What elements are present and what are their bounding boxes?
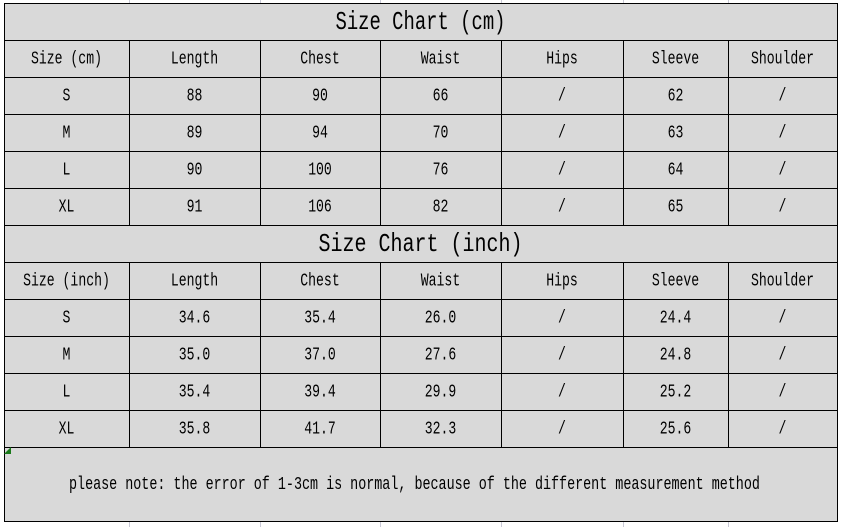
svg-text:S: S: [63, 307, 71, 329]
svg-text:76: 76: [433, 159, 449, 181]
svg-text:/: /: [779, 418, 787, 440]
svg-text:82: 82: [433, 196, 449, 218]
svg-text:XL: XL: [59, 196, 75, 218]
svg-text:34.6: 34.6: [179, 307, 211, 329]
svg-text:Size Chart (cm): Size Chart (cm): [336, 7, 506, 37]
svg-text:Sleeve: Sleeve: [652, 48, 699, 70]
svg-text:62: 62: [668, 85, 684, 107]
svg-text:/: /: [558, 381, 566, 403]
svg-text:Size (cm): Size (cm): [31, 48, 102, 70]
svg-text:91: 91: [187, 196, 203, 218]
svg-text:90: 90: [312, 85, 328, 107]
svg-text:Waist: Waist: [421, 48, 460, 70]
svg-text:Length: Length: [171, 48, 218, 70]
svg-text:64: 64: [668, 159, 684, 181]
svg-text:39.4: 39.4: [304, 381, 336, 403]
svg-text:/: /: [779, 159, 787, 181]
svg-text:106: 106: [308, 196, 332, 218]
svg-text:Hips: Hips: [546, 270, 578, 292]
svg-text:25.2: 25.2: [660, 381, 692, 403]
svg-text:Chest: Chest: [300, 270, 339, 292]
svg-text:65: 65: [668, 196, 684, 218]
svg-text:/: /: [558, 122, 566, 144]
svg-text:/: /: [779, 381, 787, 403]
svg-text:35.4: 35.4: [179, 381, 211, 403]
svg-text:Sleeve: Sleeve: [652, 270, 699, 292]
svg-text:24.8: 24.8: [660, 344, 692, 366]
svg-text:Shoulder: Shoulder: [751, 48, 814, 70]
svg-text:24.4: 24.4: [660, 307, 692, 329]
svg-text:Size Chart (inch): Size Chart (inch): [319, 229, 523, 259]
svg-text:Size (inch): Size (inch): [23, 270, 110, 292]
svg-text:25.6: 25.6: [660, 418, 692, 440]
svg-text:35.0: 35.0: [179, 344, 211, 366]
svg-text:/: /: [558, 159, 566, 181]
svg-text:66: 66: [433, 85, 449, 107]
svg-text:90: 90: [187, 159, 203, 181]
svg-text:/: /: [779, 196, 787, 218]
svg-text:37.0: 37.0: [304, 344, 336, 366]
svg-text:29.9: 29.9: [425, 381, 457, 403]
svg-text:/: /: [779, 344, 787, 366]
svg-text:/: /: [779, 85, 787, 107]
svg-text:63: 63: [668, 122, 684, 144]
svg-text:L: L: [63, 159, 71, 181]
svg-text:100: 100: [308, 159, 332, 181]
svg-text:/: /: [558, 344, 566, 366]
svg-text:/: /: [779, 122, 787, 144]
svg-text:Shoulder: Shoulder: [751, 270, 814, 292]
svg-text:Length: Length: [171, 270, 218, 292]
svg-text:94: 94: [312, 122, 328, 144]
svg-text:L: L: [63, 381, 71, 403]
svg-text:Chest: Chest: [300, 48, 339, 70]
svg-text:88: 88: [187, 85, 203, 107]
svg-text:/: /: [558, 307, 566, 329]
svg-text:Waist: Waist: [421, 270, 460, 292]
svg-text:35.4: 35.4: [304, 307, 336, 329]
svg-text:89: 89: [187, 122, 203, 144]
svg-text:M: M: [63, 122, 71, 144]
svg-text:/: /: [779, 307, 787, 329]
svg-text:41.7: 41.7: [304, 418, 336, 440]
svg-text:70: 70: [433, 122, 449, 144]
svg-text:27.6: 27.6: [425, 344, 457, 366]
svg-text:32.3: 32.3: [425, 418, 457, 440]
svg-text:S: S: [63, 85, 71, 107]
svg-text:/: /: [558, 196, 566, 218]
svg-text:M: M: [63, 344, 71, 366]
svg-text:26.0: 26.0: [425, 307, 457, 329]
svg-text:/: /: [558, 85, 566, 107]
svg-text:/: /: [558, 418, 566, 440]
svg-text:35.8: 35.8: [179, 418, 211, 440]
svg-text:XL: XL: [59, 418, 75, 440]
svg-text:Hips: Hips: [546, 48, 578, 70]
svg-text:please note: the error of 1-3c: please note: the error of 1-3cm is norma…: [69, 474, 760, 495]
